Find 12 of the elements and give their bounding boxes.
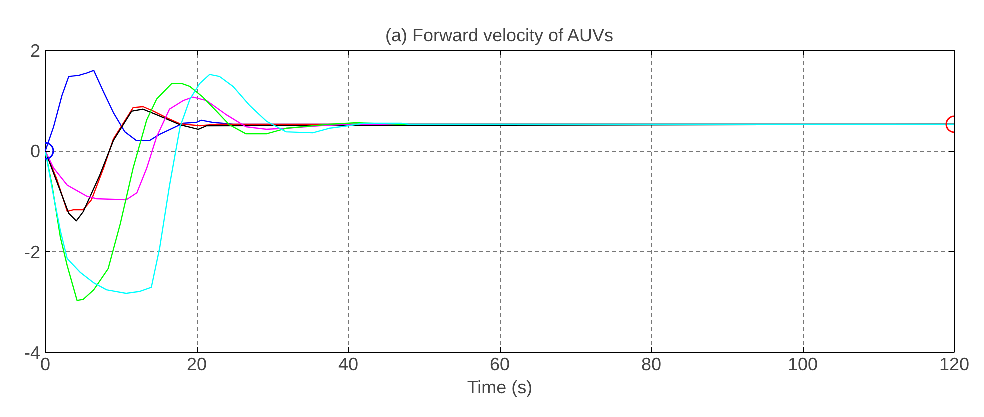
x-tick-label: 80: [641, 354, 662, 374]
x-tick-label: 20: [186, 354, 208, 374]
x-tick-label: 100: [788, 354, 818, 374]
x-axis-title: Time (s): [467, 378, 533, 398]
x-tick-label: 40: [338, 354, 359, 374]
y-tick-label: 2: [30, 41, 41, 61]
y-tick-label: -4: [24, 343, 41, 363]
x-tick-label: 60: [490, 354, 510, 374]
chart-title: (a) Forward velocity of AUVs: [385, 26, 614, 46]
y-tick-label: 0: [30, 142, 41, 162]
x-tick-label: 120: [939, 354, 970, 374]
y-tick-label: -2: [24, 242, 41, 262]
